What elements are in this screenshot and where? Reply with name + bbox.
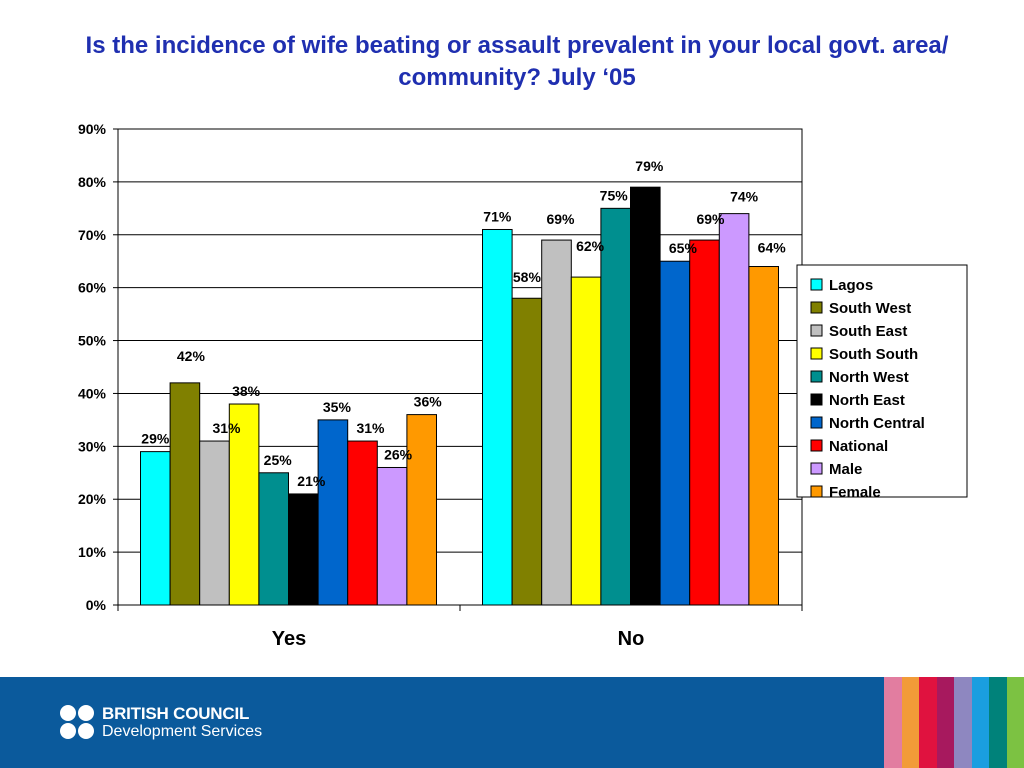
data-label: 26% bbox=[384, 446, 413, 462]
bar bbox=[317, 419, 349, 606]
data-label: 35% bbox=[323, 399, 352, 415]
legend: Lagos South West South East South South Nort… bbox=[796, 264, 968, 501]
bar bbox=[689, 239, 720, 606]
color-stripes bbox=[884, 677, 1024, 768]
legend-swatch bbox=[810, 370, 823, 383]
data-label: 74% bbox=[730, 189, 759, 205]
y-tick-label: 0% bbox=[86, 597, 107, 613]
bar bbox=[600, 207, 632, 606]
logo-dots-icon bbox=[60, 705, 96, 741]
y-tick-label: 30% bbox=[78, 438, 107, 454]
data-label: 64% bbox=[758, 240, 787, 256]
legend-swatch bbox=[810, 485, 823, 498]
data-label: 31% bbox=[212, 420, 241, 436]
bar bbox=[511, 297, 543, 606]
y-tick-label: 20% bbox=[78, 491, 107, 507]
legend-swatch bbox=[810, 416, 823, 429]
chart-title: Is the incidence of wife beating or assa… bbox=[85, 32, 949, 91]
data-label: 29% bbox=[141, 431, 170, 447]
data-label: 42% bbox=[177, 348, 206, 364]
data-label: 58% bbox=[513, 269, 542, 285]
bar bbox=[169, 382, 201, 606]
legend-swatch bbox=[810, 347, 823, 360]
data-labels: 29%42%31%38%25%21%35%31%26%36%71%58%69%6… bbox=[141, 158, 786, 489]
bar bbox=[406, 414, 437, 606]
data-label: 25% bbox=[264, 452, 293, 468]
y-tick-label: 50% bbox=[78, 333, 107, 349]
legend-entry: Male bbox=[829, 461, 862, 478]
color-stripe bbox=[1006, 677, 1024, 768]
bar bbox=[347, 440, 378, 606]
legend-entry: North West bbox=[829, 369, 909, 386]
y-tick-label: 10% bbox=[78, 544, 107, 560]
x-category-label: No bbox=[618, 628, 645, 650]
bar bbox=[718, 213, 750, 606]
bar bbox=[748, 266, 780, 606]
color-stripe bbox=[919, 677, 937, 768]
data-label: 71% bbox=[483, 208, 512, 224]
y-tick-label: 80% bbox=[78, 174, 107, 190]
bar bbox=[258, 472, 289, 606]
data-label: 36% bbox=[414, 394, 443, 410]
legend-swatch bbox=[810, 324, 823, 337]
data-label: 69% bbox=[546, 211, 575, 227]
footer-bar: BRITISH COUNCIL Development Services bbox=[0, 677, 1024, 768]
bar bbox=[541, 239, 572, 606]
y-tick-label: 40% bbox=[78, 385, 107, 401]
legend-entry: South East bbox=[829, 323, 907, 340]
bar bbox=[140, 451, 171, 606]
color-stripe bbox=[936, 677, 954, 768]
axes: 0% 10% 20% 30% 40% 50% 60% 70% 80% 90% Yes No bbox=[78, 121, 803, 650]
data-label: 31% bbox=[356, 420, 385, 436]
legend-entry: National bbox=[829, 438, 888, 455]
bar bbox=[288, 493, 319, 606]
y-tick-label: 90% bbox=[78, 121, 107, 137]
legend-entry: North Central bbox=[829, 415, 925, 432]
bar-chart: 0% 10% 20% 30% 40% 50% 60% 70% 80% 90% Yes No 29% 42… bbox=[78, 121, 968, 650]
legend-entry: South West bbox=[829, 300, 911, 317]
legend-box bbox=[796, 264, 968, 498]
bar bbox=[659, 260, 691, 606]
color-stripe bbox=[971, 677, 989, 768]
legend-swatch bbox=[810, 278, 823, 291]
data-label: 75% bbox=[600, 187, 629, 203]
y-tick-label: 70% bbox=[78, 227, 107, 243]
data-label: 38% bbox=[232, 383, 261, 399]
data-label: 21% bbox=[297, 473, 326, 489]
bar bbox=[630, 186, 661, 606]
legend-entry: Female bbox=[829, 484, 881, 501]
x-category-label: Yes bbox=[272, 628, 306, 650]
legend-entry: North East bbox=[829, 392, 905, 409]
legend-swatch bbox=[810, 462, 823, 475]
data-label: 69% bbox=[696, 211, 725, 227]
legend-entry: Lagos bbox=[829, 277, 873, 294]
color-stripe bbox=[901, 677, 919, 768]
legend-swatch bbox=[810, 301, 823, 314]
bar bbox=[376, 466, 408, 606]
data-label: 65% bbox=[669, 240, 698, 256]
legend-entry: South South bbox=[829, 346, 918, 363]
bar bbox=[482, 228, 513, 606]
logo-name: BRITISH COUNCIL bbox=[102, 704, 250, 723]
bar bbox=[199, 440, 230, 606]
color-stripe bbox=[954, 677, 972, 768]
legend-swatch bbox=[810, 439, 823, 452]
bars bbox=[140, 186, 780, 606]
legend-swatch bbox=[810, 393, 823, 406]
color-stripe bbox=[884, 677, 902, 768]
bar bbox=[570, 276, 602, 606]
bar bbox=[228, 403, 260, 606]
data-label: 79% bbox=[635, 158, 664, 174]
color-stripe bbox=[989, 677, 1007, 768]
logo-subtitle: Development Services bbox=[102, 723, 263, 740]
data-label: 62% bbox=[576, 238, 605, 254]
y-tick-label: 60% bbox=[78, 280, 107, 296]
